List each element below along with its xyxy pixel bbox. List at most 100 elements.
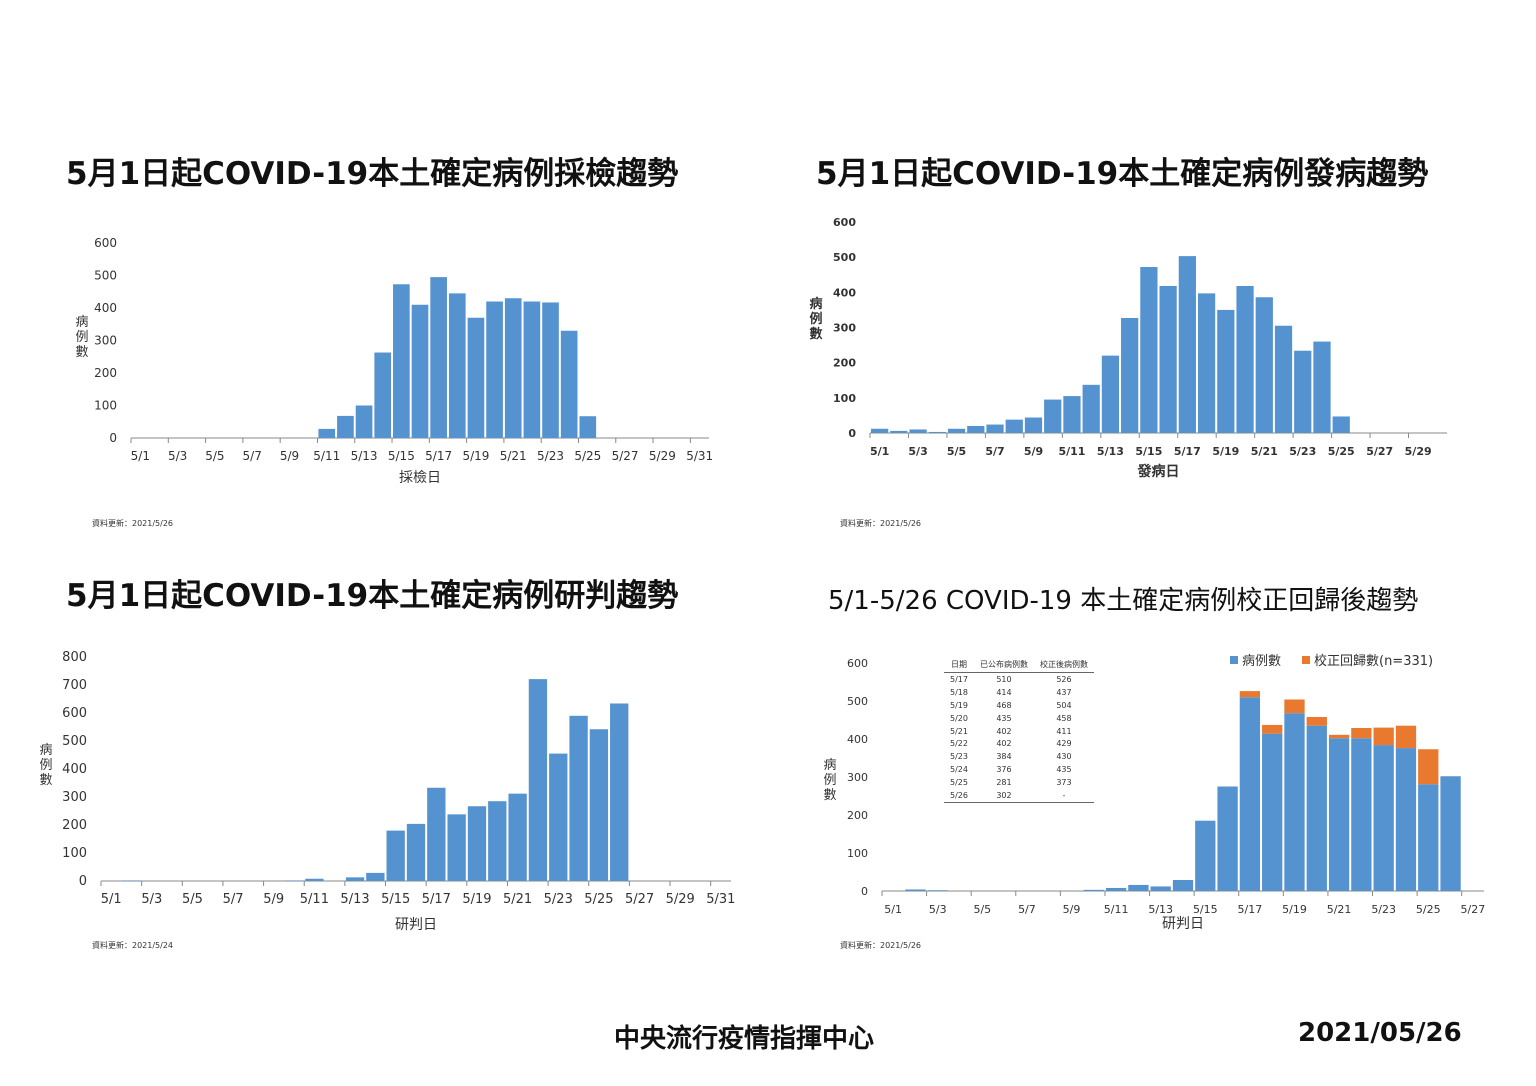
- bar: [1239, 697, 1261, 891]
- x-axis-label: 採檢日: [399, 469, 441, 486]
- y-axis-label: 病: [809, 296, 822, 312]
- table-cell: 302: [973, 789, 1034, 803]
- bar: [1083, 889, 1104, 891]
- y-tick-label: 400: [62, 762, 87, 777]
- x-tick-label: 5/31: [686, 449, 713, 463]
- bar: [1217, 786, 1238, 891]
- y-axis-label: 數: [75, 345, 88, 360]
- table-cell: 526: [1056, 674, 1072, 684]
- x-tick-label: 5/9: [1063, 903, 1081, 916]
- bar: [345, 877, 365, 881]
- bar: [366, 872, 385, 881]
- x-tick-label: 5/17: [1174, 445, 1201, 458]
- table-cell: 373: [1056, 778, 1072, 788]
- bar: [1121, 318, 1139, 433]
- bar: [549, 753, 568, 881]
- x-tick-label: 5/5: [947, 445, 966, 458]
- y-tick-label: 600: [94, 236, 117, 250]
- table-cell: 430: [1056, 752, 1072, 762]
- table-cell: 429: [1056, 739, 1072, 749]
- bar: [486, 301, 503, 438]
- y-tick-label: 300: [847, 771, 868, 784]
- x-tick-label: 5/17: [422, 892, 451, 907]
- bar: [569, 715, 588, 881]
- bar: [542, 302, 559, 438]
- y-tick-label: 100: [94, 399, 117, 413]
- bar: [305, 878, 324, 881]
- table-header: 日期: [944, 658, 974, 673]
- bar: [411, 304, 429, 438]
- bar: [610, 703, 629, 881]
- table-cell: 411: [1056, 726, 1072, 736]
- bar: [284, 880, 304, 881]
- x-tick-label: 5/27: [612, 449, 639, 463]
- y-tick-label: 0: [79, 874, 87, 889]
- x-tick-label: 5/23: [537, 449, 564, 463]
- bar: [447, 814, 466, 881]
- table-header: 校正後病例數: [1033, 658, 1094, 673]
- x-tick-label: 5/15: [381, 892, 410, 907]
- y-tick-label: 600: [847, 657, 868, 670]
- bar: [1217, 309, 1235, 433]
- table-cell: 5/21: [950, 726, 968, 736]
- y-tick-label: 600: [833, 216, 856, 229]
- bar: [1306, 725, 1327, 891]
- bar-correction: [1373, 727, 1394, 746]
- y-tick-label: 0: [848, 427, 856, 440]
- x-tick-label: 5/7: [223, 892, 244, 907]
- correction-table: 日期 已公布病例數 校正後病例數 5/17 510 526 5/18 414 437 5…: [944, 658, 1094, 803]
- bar: [928, 431, 946, 433]
- bar: [337, 415, 354, 438]
- table-header: 已公布病例數: [973, 658, 1034, 673]
- x-tick-label: 5/3: [929, 903, 947, 916]
- table-row: 5/21 402 411: [944, 725, 1094, 738]
- table-cell: 5/23: [950, 752, 968, 762]
- bar: [318, 428, 336, 438]
- chart-title-onset: 5月1日起COVID-19本土確定病例發病趨勢: [816, 156, 1429, 192]
- x-tick-label: 5/17: [1238, 903, 1263, 916]
- table-cell: 402: [996, 726, 1012, 736]
- table-row: 5/20 435 458: [944, 712, 1094, 725]
- table-row: 5/17 510 526: [944, 673, 1094, 686]
- bar: [386, 830, 405, 881]
- x-tick-label: 5/7: [985, 445, 1004, 458]
- bar: [1284, 713, 1305, 891]
- x-tick-label: 5/15: [1193, 903, 1218, 916]
- bar-correction: [1262, 724, 1283, 734]
- bar: [1044, 399, 1062, 433]
- bar: [523, 301, 541, 438]
- bar: [355, 405, 373, 438]
- x-tick-label: 5/25: [1328, 445, 1355, 458]
- bar: [406, 823, 426, 881]
- bar: [1236, 286, 1254, 433]
- bar: [427, 787, 446, 881]
- update-note: 資料更新：2021/5/26: [92, 519, 174, 528]
- x-tick-label: 5/27: [625, 892, 654, 907]
- x-axis-label: 研判日: [395, 917, 437, 933]
- x-tick-label: 5/21: [503, 892, 532, 907]
- bar: [1440, 776, 1461, 891]
- bar: [905, 889, 926, 891]
- y-tick-label: 500: [833, 251, 856, 264]
- y-axis-label: 例: [809, 311, 822, 327]
- bar: [1063, 396, 1081, 433]
- y-tick-label: 0: [861, 885, 868, 898]
- bar-correction: [1328, 734, 1350, 739]
- x-tick-label: 5/7: [243, 449, 262, 463]
- bar: [589, 729, 609, 881]
- bar: [467, 317, 485, 438]
- footer-date: 2021/05/26: [1298, 1018, 1462, 1048]
- x-tick-label: 5/21: [500, 449, 527, 463]
- x-tick-label: 5/3: [908, 445, 927, 458]
- bar: [1351, 738, 1372, 891]
- y-tick-label: 700: [62, 678, 87, 693]
- legend-label: 校正回歸數(n=331): [1314, 653, 1433, 669]
- bar: [393, 284, 410, 438]
- bar: [1082, 384, 1100, 433]
- chart-title-judgement: 5月1日起COVID-19本土確定病例研判趨勢: [66, 578, 679, 614]
- bar-correction: [1351, 727, 1372, 739]
- x-tick-label: 5/19: [1212, 445, 1239, 458]
- x-tick-label: 5/25: [1416, 903, 1441, 916]
- y-tick-label: 300: [62, 790, 87, 805]
- y-tick-label: 200: [833, 357, 856, 370]
